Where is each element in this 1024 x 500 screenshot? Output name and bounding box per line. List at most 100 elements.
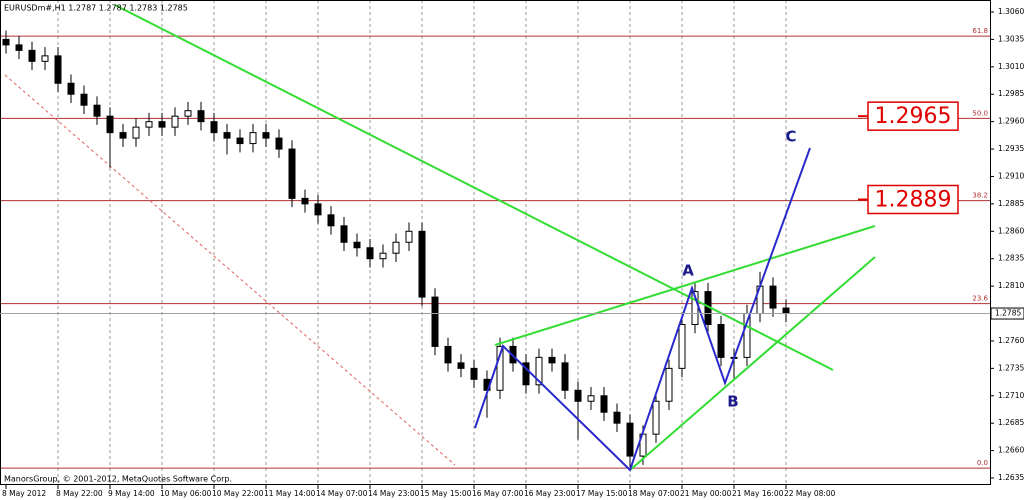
candle-body [587, 395, 595, 402]
candle-body [782, 307, 790, 315]
candle-body [470, 367, 478, 380]
trend-lines [114, 4, 876, 471]
grid [57, 0, 787, 485]
price-box [867, 101, 959, 131]
y-tick-label: 1.2860 [998, 226, 1024, 235]
candle-body [2, 38, 10, 46]
x-tick-label: 21 May 00:00 [680, 489, 732, 498]
y-tick-label: 1.2960 [998, 117, 1024, 126]
fib-label: 38.2 [972, 192, 988, 200]
x-tick-label: 18 May 07:00 [628, 489, 680, 498]
fib-label: 23.6 [972, 295, 988, 303]
candle-body [145, 121, 153, 128]
candle-body [678, 323, 686, 369]
wave-label: A [682, 262, 694, 280]
candle-body [457, 362, 465, 369]
candle-body [119, 132, 127, 139]
x-tick-label: 8 May 22:00 [56, 489, 103, 498]
x-tick-label: 16 May 23:00 [524, 489, 576, 498]
candle-body [93, 104, 101, 117]
candle-body [353, 241, 361, 249]
y-tick-label: 1.2885 [998, 199, 1024, 208]
y-tick-label: 1.2635 [998, 473, 1024, 482]
candle-body [561, 362, 569, 391]
candle-body [132, 126, 140, 139]
wave-label: B [727, 393, 738, 411]
candle-body [496, 345, 504, 391]
candle-body [626, 422, 634, 457]
price-box-label: 1.2965 [875, 104, 952, 129]
y-tick-label: 1.3035 [998, 34, 1024, 43]
candle-body [522, 362, 530, 386]
y-tick-label: 1.2985 [998, 89, 1024, 98]
trend-line [494, 225, 876, 346]
x-tick-label: 8 May 2012 [2, 489, 46, 498]
candle-body [444, 345, 452, 364]
candle-body [535, 356, 543, 386]
candle-body [366, 247, 374, 260]
candle-body [418, 230, 426, 298]
x-tick-label: 11 May 14:00 [264, 489, 316, 498]
x-tick-label: 15 May 15:00 [420, 489, 472, 498]
candle-body [392, 241, 400, 254]
y-tick-label: 1.2835 [998, 254, 1024, 263]
candle-body [41, 55, 49, 62]
y-tick-label: 1.2660 [998, 446, 1024, 455]
x-tick-label: 17 May 15:00 [576, 489, 628, 498]
y-tick-label: 1.2760 [998, 336, 1024, 345]
fibonacci: 61.8 50.0 38.2 23.6 0.0 [0, 27, 990, 469]
fib-label: 61.8 [972, 27, 988, 35]
x-tick-label: 14 May 23:00 [368, 489, 420, 498]
fib-label: 0.0 [977, 459, 988, 467]
trend-line [629, 256, 876, 471]
x-tick-label: 16 May 07:00 [472, 489, 524, 498]
x-tick-label: 10 May 22:00 [212, 489, 264, 498]
current-price-box [990, 307, 1024, 320]
candle-body [613, 411, 621, 424]
x-tick-label: 22 May 08:00 [784, 489, 836, 498]
candle-body [548, 356, 556, 364]
price-box-label: 1.2889 [875, 187, 952, 212]
candle-body [236, 137, 244, 145]
candle-body [665, 367, 673, 402]
trend-line [114, 4, 834, 371]
y-tick-label: 1.2710 [998, 391, 1024, 400]
candle-body [223, 132, 231, 139]
candle-body [197, 110, 205, 123]
candle-body [340, 225, 348, 243]
candle-body [288, 148, 296, 199]
y-tick-label: 1.2735 [998, 363, 1024, 372]
y-tick-label: 1.3010 [998, 62, 1024, 71]
candle-body [652, 400, 660, 435]
chart-title: EURUSDm#,H1 1.2787 1.2787 1.2783 1.2785 [4, 4, 188, 13]
x-tick-label: 9 May 14:00 [108, 489, 155, 498]
candle-body [249, 132, 257, 145]
current-price-label: 1.2785 [995, 309, 1021, 318]
candle-body [769, 285, 777, 309]
y-tick-label: 1.2910 [998, 171, 1024, 180]
y-tick-label: 1.2810 [998, 281, 1024, 290]
footer: ManorsGroup, © 2001-2012, MetaQuotes Sof… [4, 475, 232, 484]
candle-body [67, 82, 75, 95]
candle-body [314, 203, 322, 216]
wave-label: C [785, 128, 796, 146]
y-tick-label: 1.3060 [998, 7, 1024, 16]
candle-body [54, 55, 62, 84]
candle-body [600, 395, 608, 413]
candle-body [574, 389, 582, 402]
candle-body [262, 132, 270, 139]
candle-body [717, 323, 725, 358]
x-tick-label: 14 May 07:00 [316, 489, 368, 498]
wave-line [474, 147, 811, 472]
x-tick-label: 21 May 16:00 [732, 489, 784, 498]
y-tick-label: 1.2935 [998, 144, 1024, 153]
candle-body [405, 230, 413, 243]
candles [2, 30, 790, 468]
candle-body [106, 115, 114, 134]
candle-body [28, 49, 36, 62]
fib-label: 50.0 [972, 109, 988, 117]
candle-body [210, 121, 218, 134]
candle-body [327, 214, 335, 227]
